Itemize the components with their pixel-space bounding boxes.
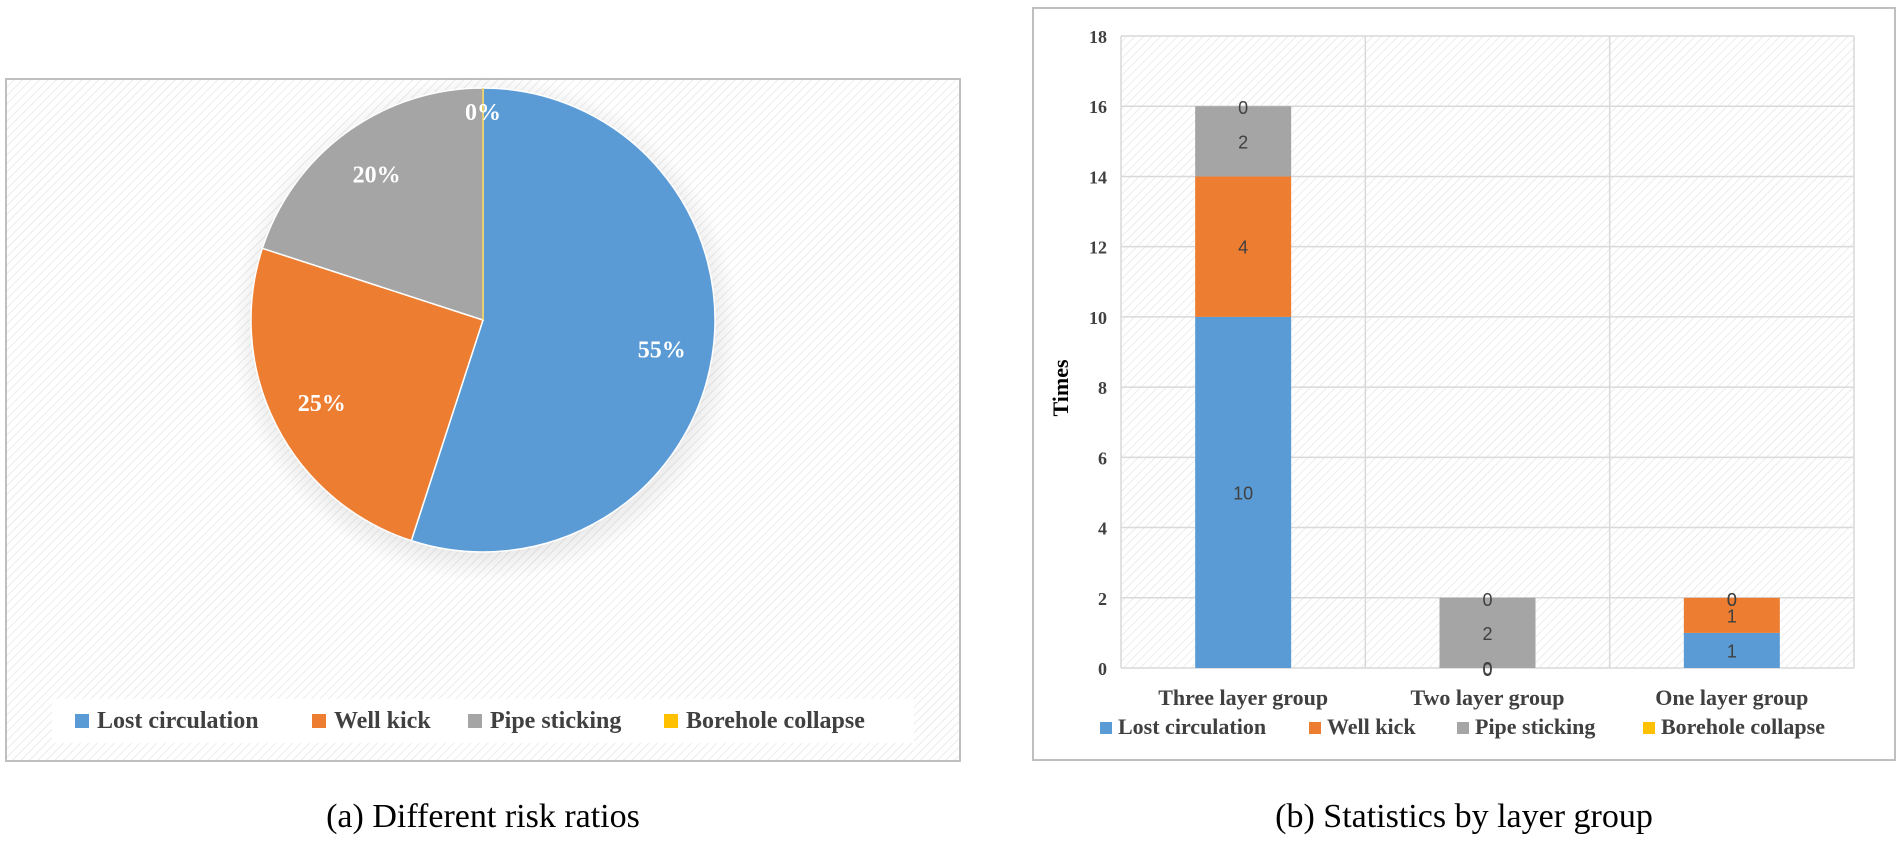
pie-legend-item-borehole-collapse: Borehole collapse — [664, 708, 865, 734]
y-tick-10: 10 — [1089, 308, 1107, 328]
y-tick-8: 8 — [1098, 378, 1107, 398]
bar-label-three-layer-group-borehole-collapse: 0 — [1238, 98, 1248, 118]
pie-legend-label-pipe-sticking: Pipe sticking — [490, 708, 621, 734]
bar-legend-item-borehole-collapse: Borehole collapse — [1643, 714, 1825, 739]
x-tick-two-layer-group: Two layer group — [1410, 685, 1564, 710]
pie-legend-swatch-borehole-collapse — [664, 714, 678, 728]
y-tick-labels: 0 2 4 6 8 10 12 14 16 18 — [1089, 27, 1107, 679]
bar-two-layer-group-pipe-sticking — [1439, 597, 1536, 668]
bar-legend-label-well-kick: Well kick — [1327, 714, 1416, 739]
pie-label-pipe-sticking: 20% — [353, 163, 401, 189]
pie-legend-swatch-pipe-sticking — [468, 714, 482, 728]
bar-one-layer-group-well-kick — [1683, 597, 1780, 633]
bars — [1195, 106, 1780, 668]
bar-legend-swatch-pipe-sticking — [1457, 722, 1469, 734]
pie-legend-item-well-kick: Well kick — [312, 708, 431, 734]
pie-legend-swatch-lost-circulation — [75, 714, 89, 728]
x-tick-three-layer-group: Three layer group — [1158, 685, 1328, 710]
pie-slice-well-kick — [250, 247, 484, 542]
pie-label-well-kick: 25% — [298, 391, 346, 417]
pie-legend-label-well-kick: Well kick — [334, 708, 431, 734]
bar-legend: Lost circulation Well kick Pipe sticking Bo… — [1100, 714, 1825, 739]
bar-caption: (b) Statistics by layer group — [1275, 798, 1653, 835]
bar-legend-item-well-kick: Well kick — [1309, 714, 1416, 739]
bar-legend-swatch-well-kick — [1309, 722, 1321, 734]
pie-legend-item-lost-circulation: Lost circulation — [75, 708, 259, 734]
bar-label-two-layer-group-pipe-sticking: 2 — [1482, 624, 1492, 644]
pie-slice-lost-circulation — [410, 87, 716, 553]
y-tick-14: 14 — [1089, 167, 1107, 187]
bar-label-two-layer-group-borehole-collapse: 0 — [1482, 590, 1492, 610]
bar-one-layer-group-lost-circulation — [1683, 632, 1780, 668]
bar-legend-label-lost-circulation: Lost circulation — [1118, 714, 1266, 739]
bar-three-layer-group-lost-circulation — [1195, 316, 1292, 668]
y-tick-2: 2 — [1098, 589, 1107, 609]
pie-slice-pipe-sticking — [261, 87, 484, 322]
bar-legend-item-lost-circulation: Lost circulation — [1100, 714, 1266, 739]
pie-legend: Lost circulation Well kick Pipe sticking Bo… — [75, 708, 865, 734]
bar-label-three-layer-group-well-kick: 4 — [1238, 238, 1248, 258]
y-axis-label: Times — [1048, 359, 1073, 416]
y-tick-6: 6 — [1098, 448, 1107, 468]
pie-label-borehole-collapse: 0% — [465, 100, 501, 126]
bar-three-layer-group-pipe-sticking — [1195, 106, 1292, 177]
bar-legend-label-borehole-collapse: Borehole collapse — [1661, 714, 1825, 739]
bar-legend-swatch-lost-circulation — [1100, 722, 1112, 734]
pie-label-lost-circulation: 55% — [638, 337, 686, 363]
bar-label-one-layer-group-well-kick: 1 — [1727, 606, 1737, 626]
pie-slices — [250, 87, 716, 553]
y-tick-16: 16 — [1089, 97, 1107, 117]
pie-legend-background — [52, 699, 914, 743]
pie-legend-label-borehole-collapse: Borehole collapse — [686, 708, 865, 734]
bar-label-one-layer-group-borehole-collapse: 0 — [1727, 590, 1737, 610]
pie-legend-swatch-well-kick — [312, 714, 326, 728]
bar-label-one-layer-group-pipe-sticking: 0 — [1727, 590, 1737, 610]
pie-panel: 55% 25% 20% 0% Lost circulation Well kick Pip… — [5, 74, 961, 835]
pie-caption: (a) Different risk ratios — [326, 798, 640, 835]
bar-label-two-layer-group-lost-circulation: 0 — [1482, 659, 1492, 679]
bar-label-three-layer-group-pipe-sticking: 2 — [1238, 132, 1248, 152]
x-tick-labels: Three layer group Two layer group One laye… — [1158, 685, 1808, 710]
bar-three-layer-group-well-kick — [1195, 176, 1292, 317]
bar-label-two-layer-group-well-kick: 0 — [1482, 660, 1492, 680]
y-tick-12: 12 — [1089, 238, 1107, 258]
y-tick-4: 4 — [1098, 519, 1107, 539]
pie-legend-item-pipe-sticking: Pipe sticking — [468, 708, 621, 734]
bar-legend-swatch-borehole-collapse — [1643, 722, 1655, 734]
bar-legend-item-pipe-sticking: Pipe sticking — [1457, 714, 1595, 739]
pie-legend-label-lost-circulation: Lost circulation — [97, 708, 259, 734]
x-tick-one-layer-group: One layer group — [1655, 685, 1808, 710]
pie-data-labels: 55% 25% 20% 0% — [298, 100, 686, 417]
bar-label-one-layer-group-lost-circulation: 1 — [1727, 641, 1737, 661]
bar-label-three-layer-group-lost-circulation: 10 — [1233, 483, 1253, 503]
y-tick-0: 0 — [1098, 659, 1107, 679]
bar-legend-label-pipe-sticking: Pipe sticking — [1475, 714, 1595, 739]
y-tick-18: 18 — [1089, 27, 1107, 47]
